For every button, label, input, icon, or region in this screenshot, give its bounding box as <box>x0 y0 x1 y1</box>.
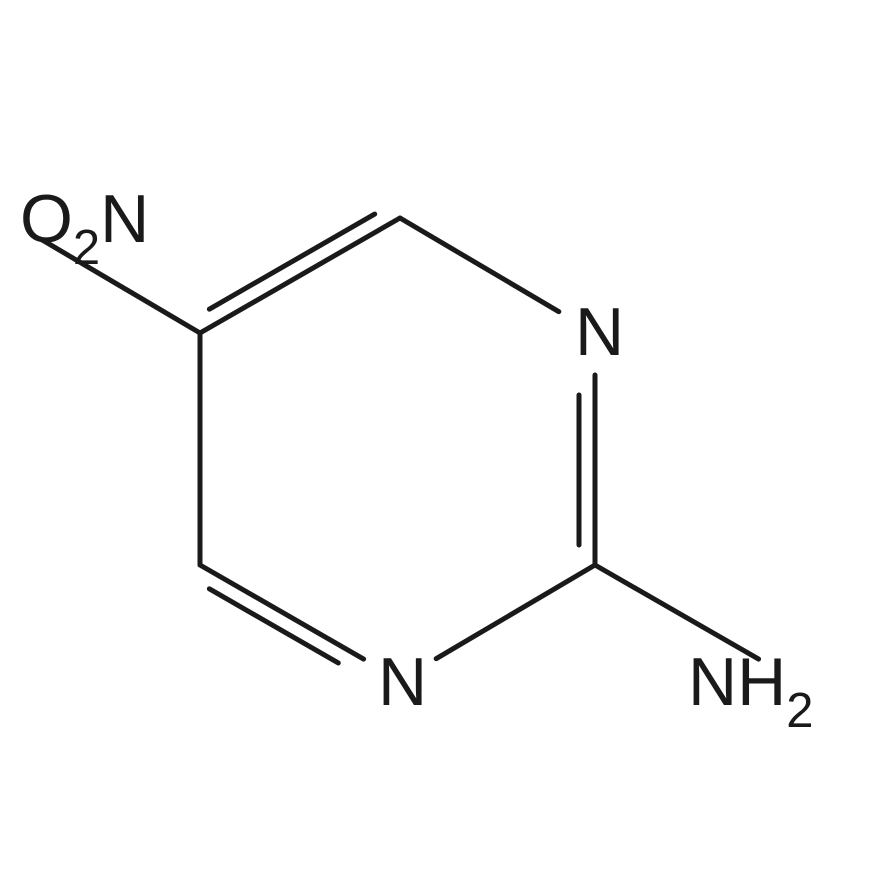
atom-no2: O2N <box>20 185 149 266</box>
atom-nh2: NH2 <box>688 648 813 729</box>
atom-n3: N <box>378 648 427 716</box>
atom-n1: N <box>575 298 624 366</box>
molecule-canvas <box>0 0 890 890</box>
